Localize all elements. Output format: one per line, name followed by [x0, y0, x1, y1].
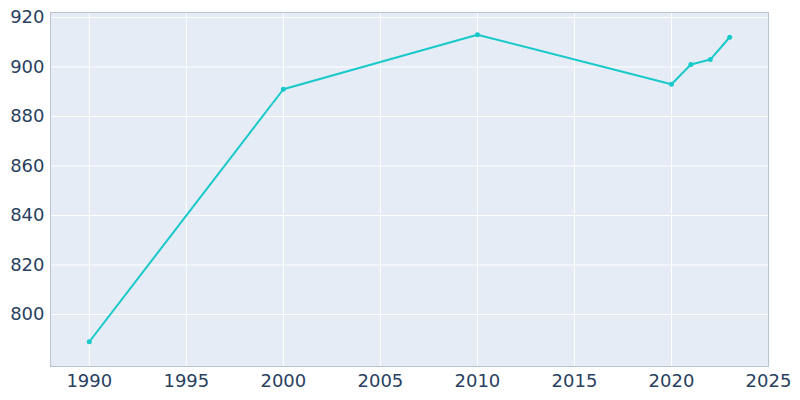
- svg-text:2015: 2015: [552, 370, 598, 391]
- svg-text:880: 880: [10, 105, 44, 126]
- svg-text:820: 820: [10, 254, 44, 275]
- svg-text:860: 860: [10, 155, 44, 176]
- svg-text:920: 920: [10, 6, 44, 27]
- svg-text:1995: 1995: [163, 370, 209, 391]
- svg-text:2005: 2005: [357, 370, 403, 391]
- svg-text:900: 900: [10, 56, 44, 77]
- svg-text:2010: 2010: [455, 370, 501, 391]
- svg-text:800: 800: [10, 303, 44, 324]
- svg-text:2025: 2025: [746, 370, 792, 391]
- svg-text:2000: 2000: [260, 370, 306, 391]
- svg-text:2020: 2020: [649, 370, 695, 391]
- svg-text:1990: 1990: [66, 370, 112, 391]
- svg-text:840: 840: [10, 204, 44, 225]
